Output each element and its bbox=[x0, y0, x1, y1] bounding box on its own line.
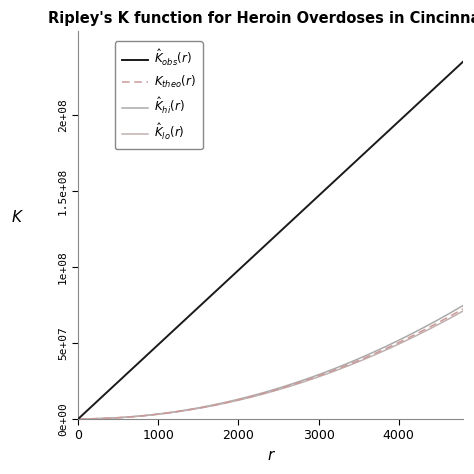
Title: Ripley's K function for Heroin Overdoses in Cincinnati: Ripley's K function for Heroin Overdoses… bbox=[48, 11, 474, 26]
Legend: $\hat{K}_{obs}(r)$, $K_{theo}(r)$, $\hat{K}_{hi}(r)$, $\hat{K}_{lo}(r)$: $\hat{K}_{obs}(r)$, $K_{theo}(r)$, $\hat… bbox=[115, 41, 202, 149]
Y-axis label: K: K bbox=[11, 210, 21, 225]
X-axis label: r: r bbox=[267, 448, 273, 463]
